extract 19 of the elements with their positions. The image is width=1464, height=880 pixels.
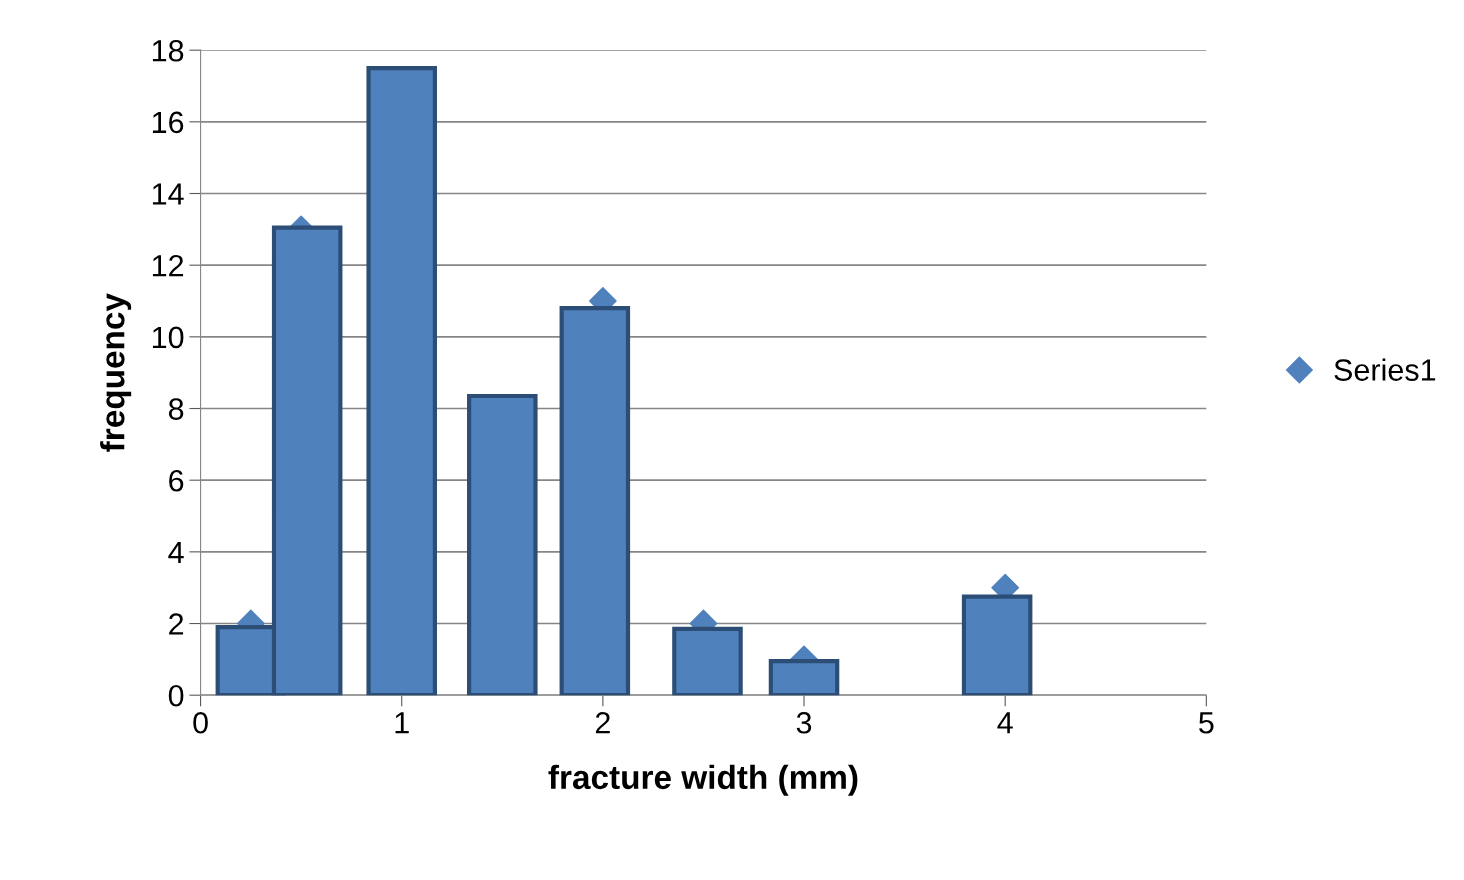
x-tick-label: 2 [595, 711, 610, 734]
y-tick-label: 2 [169, 613, 184, 635]
y-axis-title: frequency [100, 293, 132, 452]
x-tick-label: 0 [193, 711, 208, 734]
x-tick-label: 5 [1199, 712, 1214, 734]
y-tick-label: 0 [168, 684, 184, 707]
x-tick-label: 3 [796, 711, 812, 734]
legend-label: Series1 [1334, 358, 1436, 381]
y-tick-label: 18 [152, 39, 184, 62]
y-tick-label: 12 [152, 254, 184, 277]
y-tick-label: 14 [152, 183, 184, 205]
y-tick-label: 10 [152, 326, 184, 349]
y-tick-label: 6 [169, 469, 184, 492]
x-axis-title: fracture width (mm) [548, 764, 858, 796]
x-tick-label: 4 [997, 712, 1013, 734]
y-tick-label: 8 [168, 398, 184, 420]
x-tick-label: 1 [395, 712, 409, 734]
y-tick-label: 4 [168, 541, 184, 563]
y-tick-label: 16 [152, 111, 184, 134]
